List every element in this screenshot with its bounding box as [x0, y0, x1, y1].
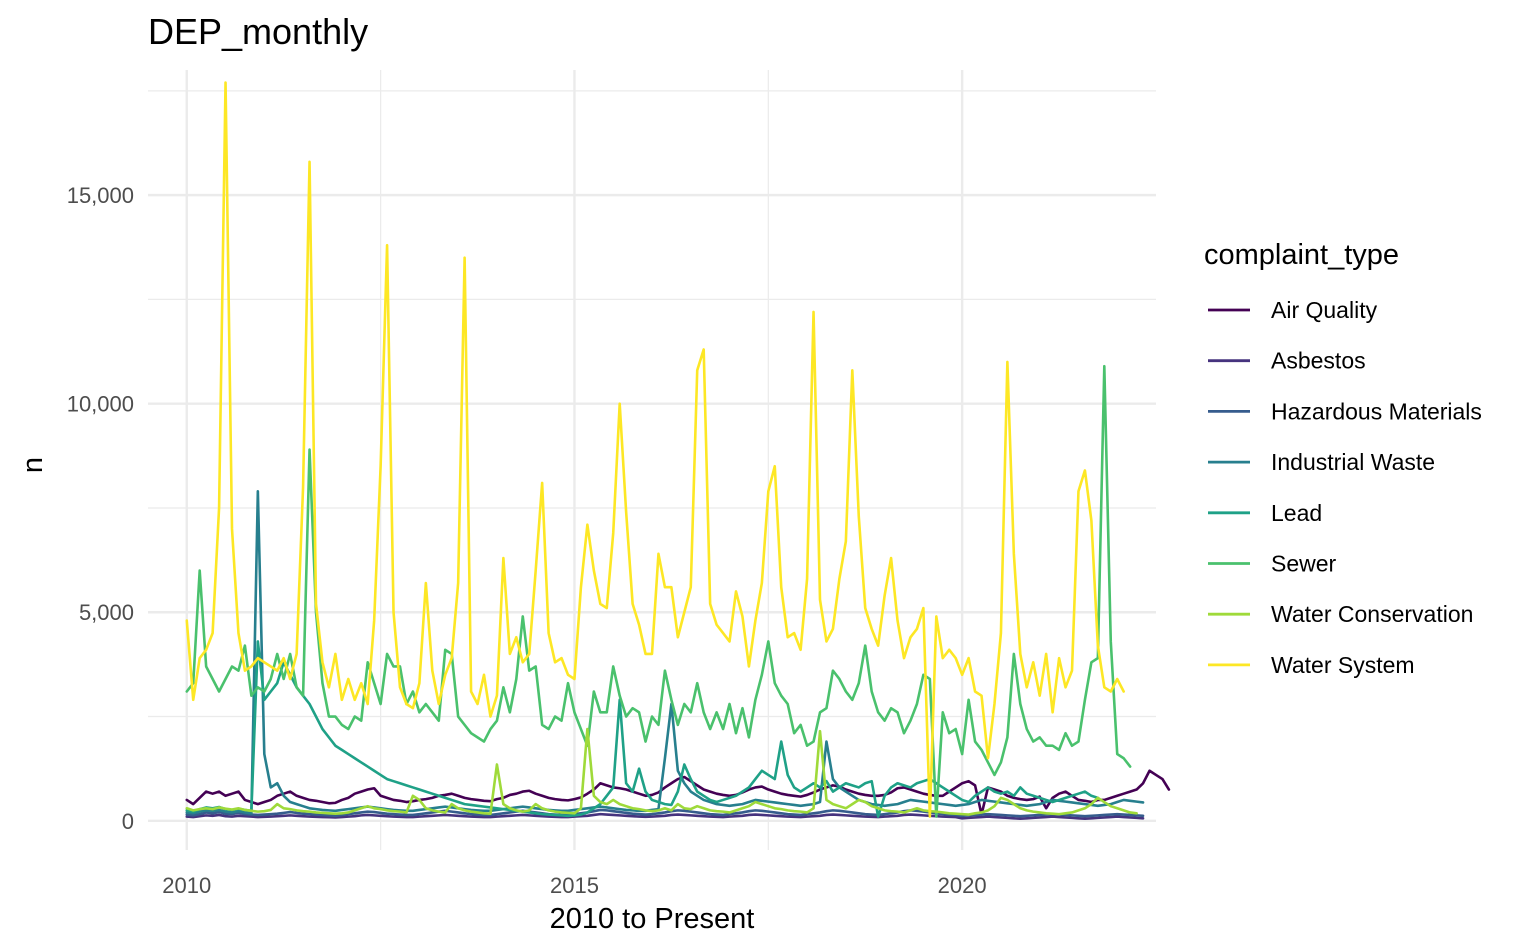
legend-item-sewer: Sewer — [1208, 551, 1337, 577]
legend-item-water-system: Water System — [1208, 652, 1415, 678]
chart-title: DEP_monthly — [148, 11, 368, 52]
y-axis-title: n — [17, 457, 49, 473]
legend-label-lead: Lead — [1271, 500, 1322, 526]
series-line-water-conservation — [185, 727, 1138, 816]
legend-label-sewer: Sewer — [1271, 551, 1337, 577]
series-lines — [185, 81, 1171, 821]
legend-title: complaint_type — [1204, 239, 1399, 271]
y-tick-label: 15,000 — [67, 183, 134, 208]
series-line-lead — [185, 640, 1100, 818]
x-tick-label: 2010 — [162, 873, 211, 898]
series-line-hazardous-materials — [185, 808, 1145, 818]
legend-item-industrial-waste: Industrial Waste — [1208, 449, 1435, 475]
series-line-air-quality — [185, 769, 1171, 816]
series-line-water-system — [185, 81, 1125, 818]
series-line-asbestos — [185, 812, 1145, 821]
y-axis-tick-labels: 0 5,000 10,000 15,000 — [67, 183, 134, 834]
legend-label-air-quality: Air Quality — [1271, 297, 1378, 323]
legend-items: Air Quality Asbestos Hazardous Materials In… — [1208, 297, 1482, 678]
x-axis-tick-labels: 2010 2015 2020 — [162, 873, 986, 898]
y-tick-label: 0 — [122, 809, 134, 834]
legend-label-hazardous-materials: Hazardous Materials — [1271, 398, 1482, 424]
series-line-sewer — [185, 364, 1132, 818]
x-tick-label: 2020 — [938, 873, 987, 898]
legend-label-asbestos: Asbestos — [1271, 348, 1366, 374]
legend-item-lead: Lead — [1208, 500, 1322, 526]
legend-item-water-conservation: Water Conservation — [1208, 601, 1473, 627]
legend-label-water-conservation: Water Conservation — [1271, 601, 1473, 627]
x-tick-label: 2015 — [550, 873, 599, 898]
grid — [148, 70, 1156, 850]
legend-item-air-quality: Air Quality — [1208, 297, 1378, 323]
legend-item-asbestos: Asbestos — [1208, 348, 1366, 374]
x-axis-title: 2010 to Present — [550, 903, 755, 935]
series-line-industrial-waste — [185, 489, 1145, 815]
y-tick-label: 10,000 — [67, 392, 134, 417]
legend-label-industrial-waste: Industrial Waste — [1271, 449, 1435, 475]
y-tick-label: 5,000 — [79, 600, 134, 625]
legend: complaint_type Air Quality Asbestos Hazard… — [1204, 239, 1482, 678]
legend-item-hazardous-materials: Hazardous Materials — [1208, 398, 1482, 424]
legend-label-water-system: Water System — [1271, 652, 1415, 678]
